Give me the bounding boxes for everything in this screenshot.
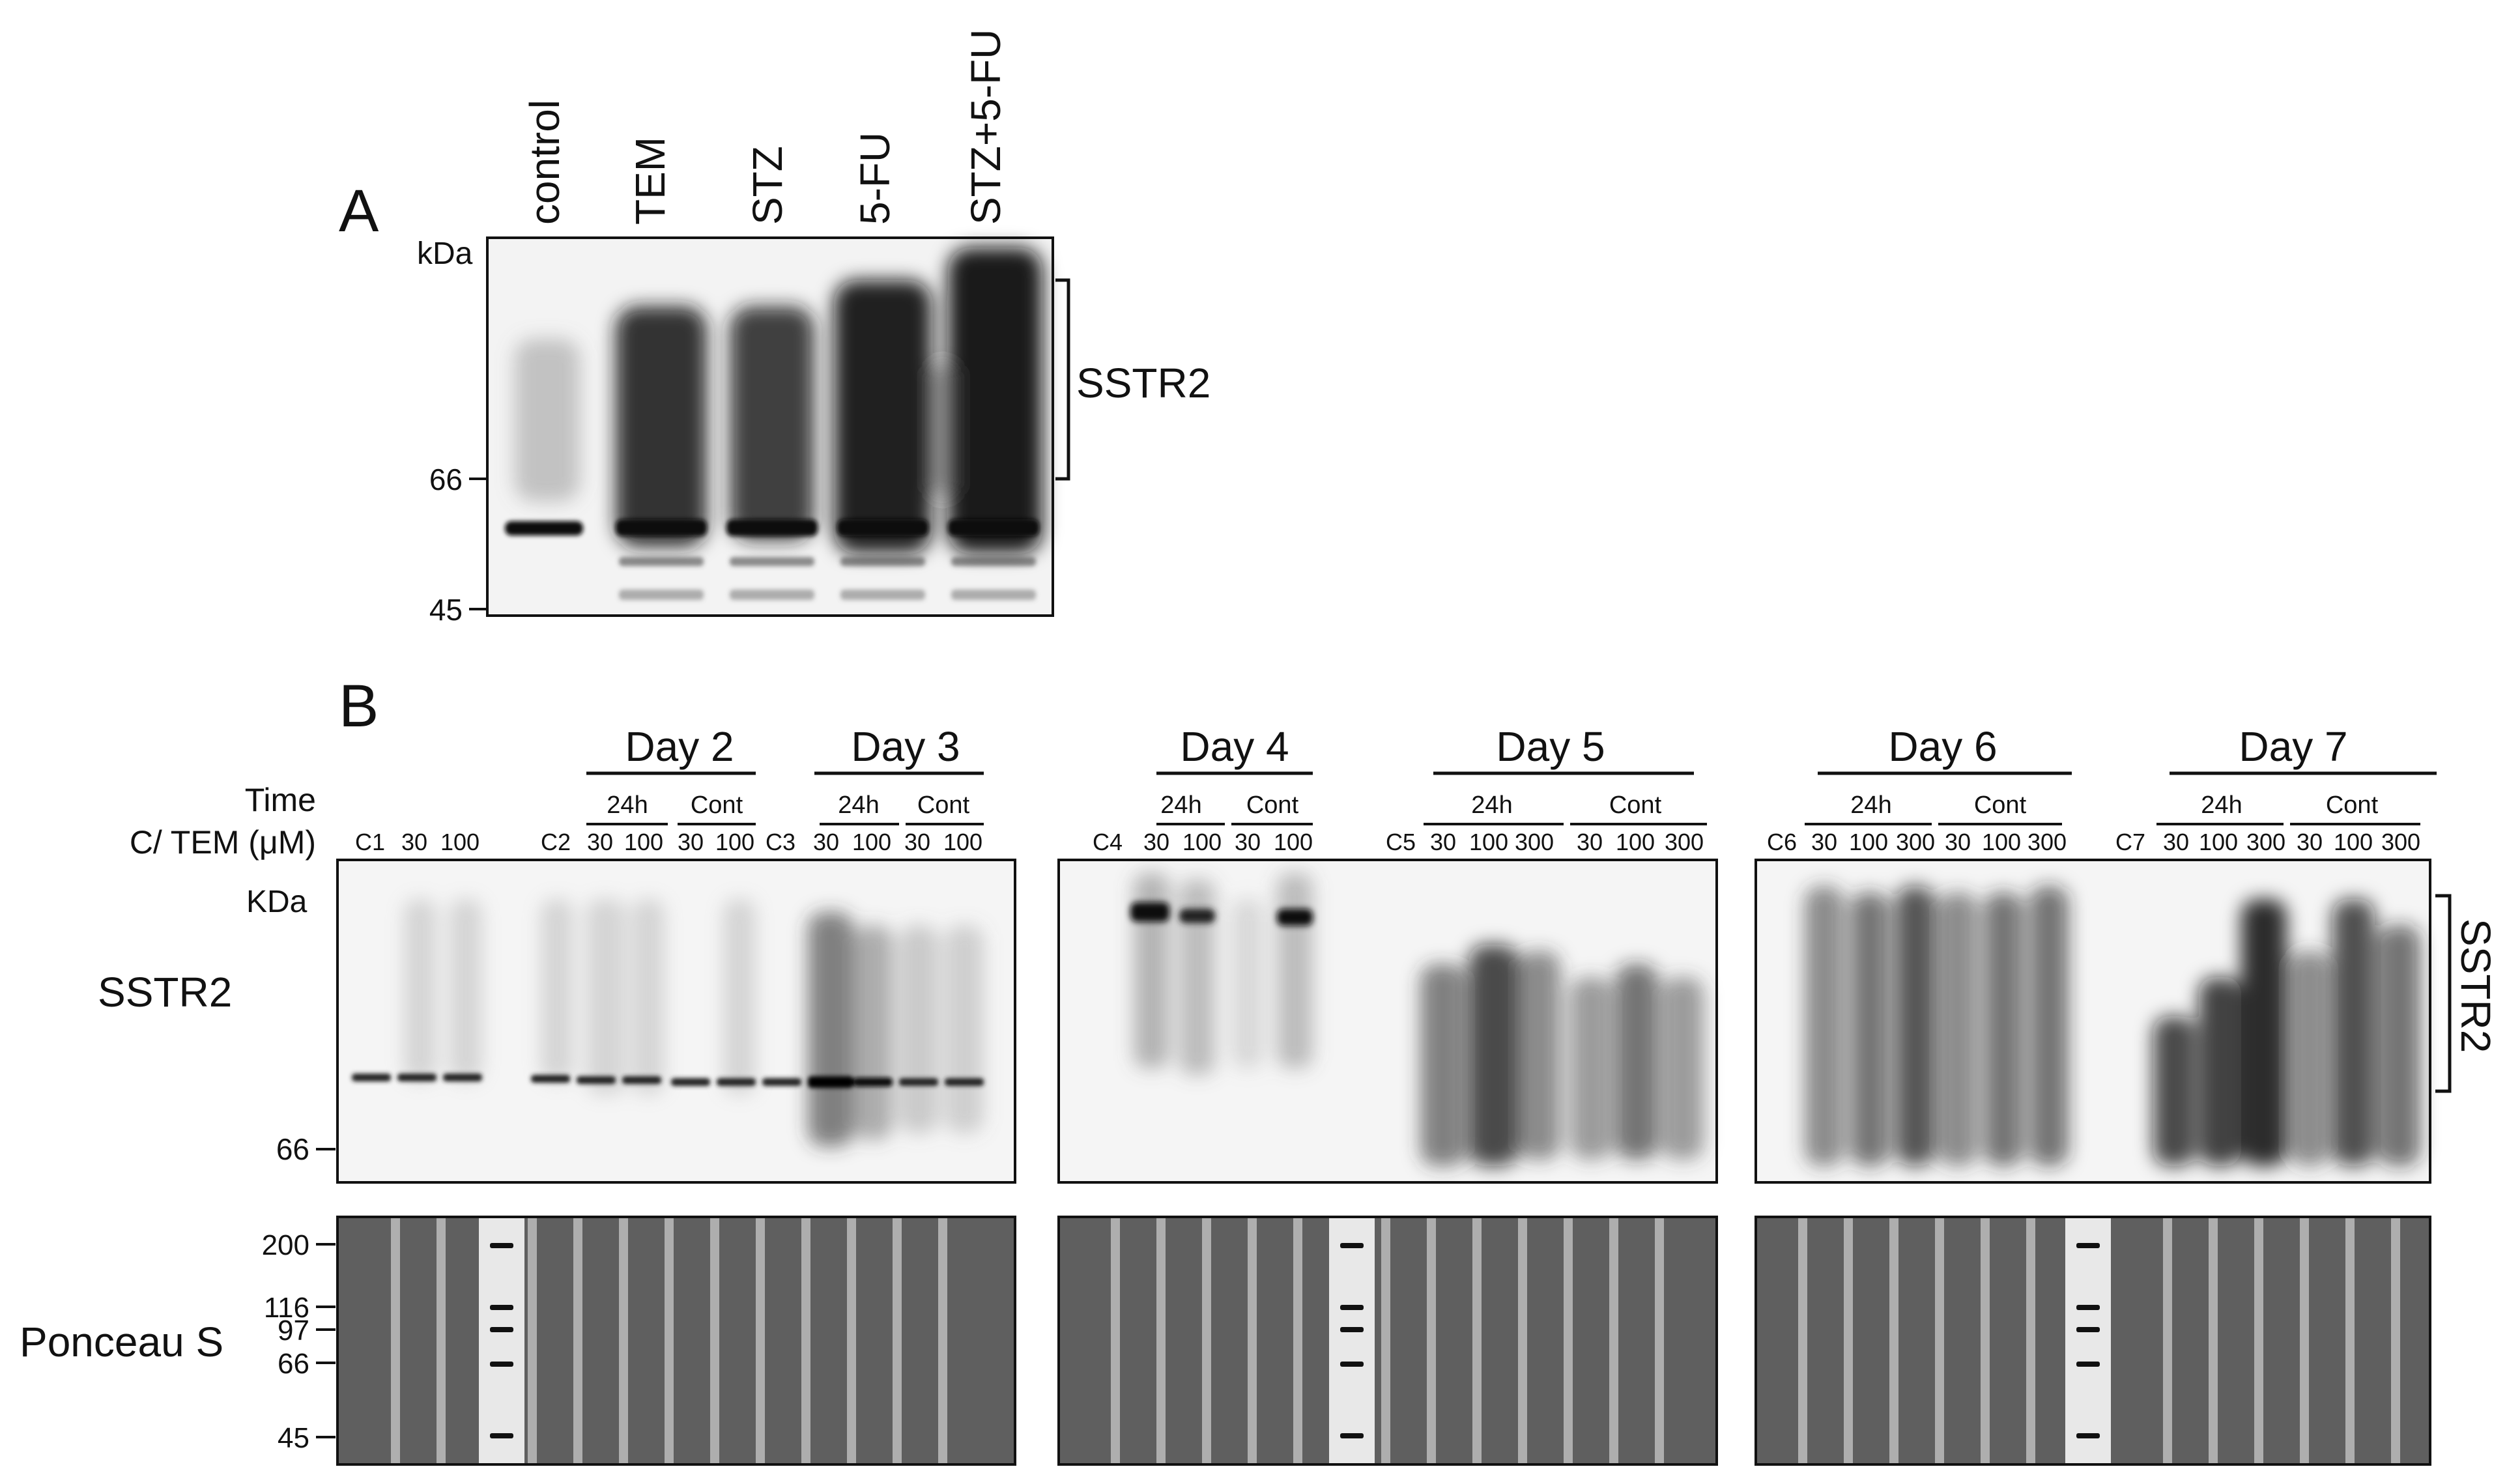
cond-24h: 24h — [1471, 792, 1512, 819]
lane-label: 100 — [1182, 829, 1222, 855]
lane-label: C1 — [355, 829, 385, 855]
day-header-3: Day 3 — [851, 723, 960, 770]
cond-cont: Cont — [691, 792, 743, 819]
lane-label: 30 — [1811, 829, 1837, 855]
lane-label: 30 — [1235, 829, 1261, 855]
lane-label: C4 — [1093, 829, 1123, 855]
day-header-2: Day 2 — [625, 723, 734, 770]
lane-label: 100 — [943, 829, 982, 855]
lane-label: 100 — [624, 829, 663, 855]
lane-label: 30 — [587, 829, 613, 855]
cond-24h: 24h — [607, 792, 648, 819]
lane-label: C6 — [1767, 829, 1797, 855]
unit-label-kda: kDa — [417, 236, 473, 271]
lane-label: 30 — [813, 829, 839, 855]
blot-a-image — [486, 236, 1054, 617]
lane-label: C7 — [2115, 829, 2145, 855]
lane-label: 100 — [2199, 829, 2238, 855]
unit-label-kda-b: KDa — [246, 885, 308, 919]
lane-label: 100 — [2334, 829, 2373, 855]
lane-label-control: control — [521, 100, 568, 225]
lane-label-stz: STZ — [744, 146, 791, 225]
row-label-time: Time — [245, 782, 316, 818]
condition-headers: 24h Cont 24h Cont 24h Cont 24h Cont 24h … — [586, 792, 2420, 825]
lane-label: 100 — [1469, 829, 1508, 855]
sstr2-blot-1 — [336, 859, 1016, 1184]
cond-cont: Cont — [1974, 792, 2027, 819]
lane-label: 300 — [1665, 829, 1704, 855]
lane-label: 30 — [904, 829, 930, 855]
lane-label: 100 — [440, 829, 480, 855]
panel-a-letter: A — [339, 178, 379, 244]
lane-label: 300 — [2027, 829, 2067, 855]
ponceau-blot-2 — [1057, 1216, 1718, 1466]
lane-label: 100 — [852, 829, 891, 855]
ladder-200: 200 — [262, 1229, 309, 1261]
lane-label: 100 — [1982, 829, 2021, 855]
lane-label: 30 — [401, 829, 427, 855]
lane-label: 100 — [1274, 829, 1313, 855]
lane-label: 30 — [678, 829, 704, 855]
day-header-5: Day 5 — [1496, 723, 1605, 770]
cond-24h: 24h — [1850, 792, 1891, 819]
lane-label: 30 — [1430, 829, 1456, 855]
cond-cont: Cont — [2326, 792, 2379, 819]
side-label-sstr2: SSTR2 — [2452, 919, 2499, 1053]
lane-labels-blot-3: C6 30 100 300 30 100 300 C7 30 100 300 3… — [1767, 829, 2420, 855]
lane-label: 300 — [2246, 829, 2285, 855]
cond-24h: 24h — [838, 792, 879, 819]
ladder-45: 45 — [278, 1422, 309, 1454]
ponceau-blot-3 — [1755, 1216, 2431, 1466]
ladder-66: 66 — [278, 1348, 309, 1380]
stain-label-ponceau: Ponceau S — [20, 1319, 223, 1365]
row-label-concentration: C/ TEM (μM) — [130, 824, 316, 861]
lane-label: 100 — [715, 829, 754, 855]
ladder-97: 97 — [278, 1315, 309, 1347]
band-label-sstr2-a: SSTR2 — [1076, 360, 1211, 407]
lane-label: 300 — [1896, 829, 1935, 855]
blot-label-sstr2: SSTR2 — [98, 969, 232, 1016]
day-headers: Day 2 Day 3 Day 4 Day 5 Day 6 Day 7 — [586, 723, 2437, 775]
lane-labels-blot-1: C1 30 100 C2 30 100 30 100 C3 30 100 30 … — [355, 829, 982, 855]
panel-b: B Time C/ TEM (μM) SSTR2 KDa 66 Ponceau … — [20, 673, 2499, 1466]
panel-b-letter: B — [339, 673, 379, 739]
lane-label: C5 — [1386, 829, 1416, 855]
cond-cont: Cont — [1246, 792, 1299, 819]
marker-66: 66 — [429, 463, 463, 496]
lane-labels-blot-2: C4 30 100 30 100 C5 30 100 300 30 100 30… — [1093, 829, 1704, 855]
ladder-116: 116 — [264, 1292, 309, 1324]
panel-a: A control TEM STZ 5-FU STZ+5-FU kDa 66 4… — [339, 29, 1211, 627]
marker-66-b: 66 — [276, 1132, 309, 1166]
cond-cont: Cont — [1609, 792, 1662, 819]
lane-label: 300 — [1515, 829, 1554, 855]
day-header-7: Day 7 — [2239, 723, 2347, 770]
ponceau-blot-1 — [336, 1216, 1016, 1466]
sstr2-blot-2 — [1057, 859, 1718, 1184]
cond-24h: 24h — [2201, 792, 2242, 819]
day-header-4: Day 4 — [1180, 723, 1289, 770]
lane-label: 30 — [1945, 829, 1971, 855]
lane-label: 30 — [2297, 829, 2323, 855]
lane-label: C2 — [541, 829, 571, 855]
lane-label-tem: TEM — [627, 137, 674, 225]
lane-label: 30 — [1577, 829, 1603, 855]
lane-label: 30 — [2163, 829, 2189, 855]
day-header-6: Day 6 — [1888, 723, 1997, 770]
lane-label: 300 — [2381, 829, 2420, 855]
marker-45: 45 — [429, 593, 463, 627]
lane-label: 100 — [1616, 829, 1655, 855]
cond-24h: 24h — [1160, 792, 1201, 819]
lane-label-5fu: 5-FU — [852, 132, 898, 225]
sstr2-blot-3 — [1755, 859, 2431, 1184]
lane-label-stz-5fu: STZ+5-FU — [962, 29, 1009, 225]
lane-label: C3 — [766, 829, 795, 855]
lane-label: 30 — [1143, 829, 1169, 855]
lane-label: 100 — [1849, 829, 1888, 855]
cond-cont: Cont — [917, 792, 970, 819]
